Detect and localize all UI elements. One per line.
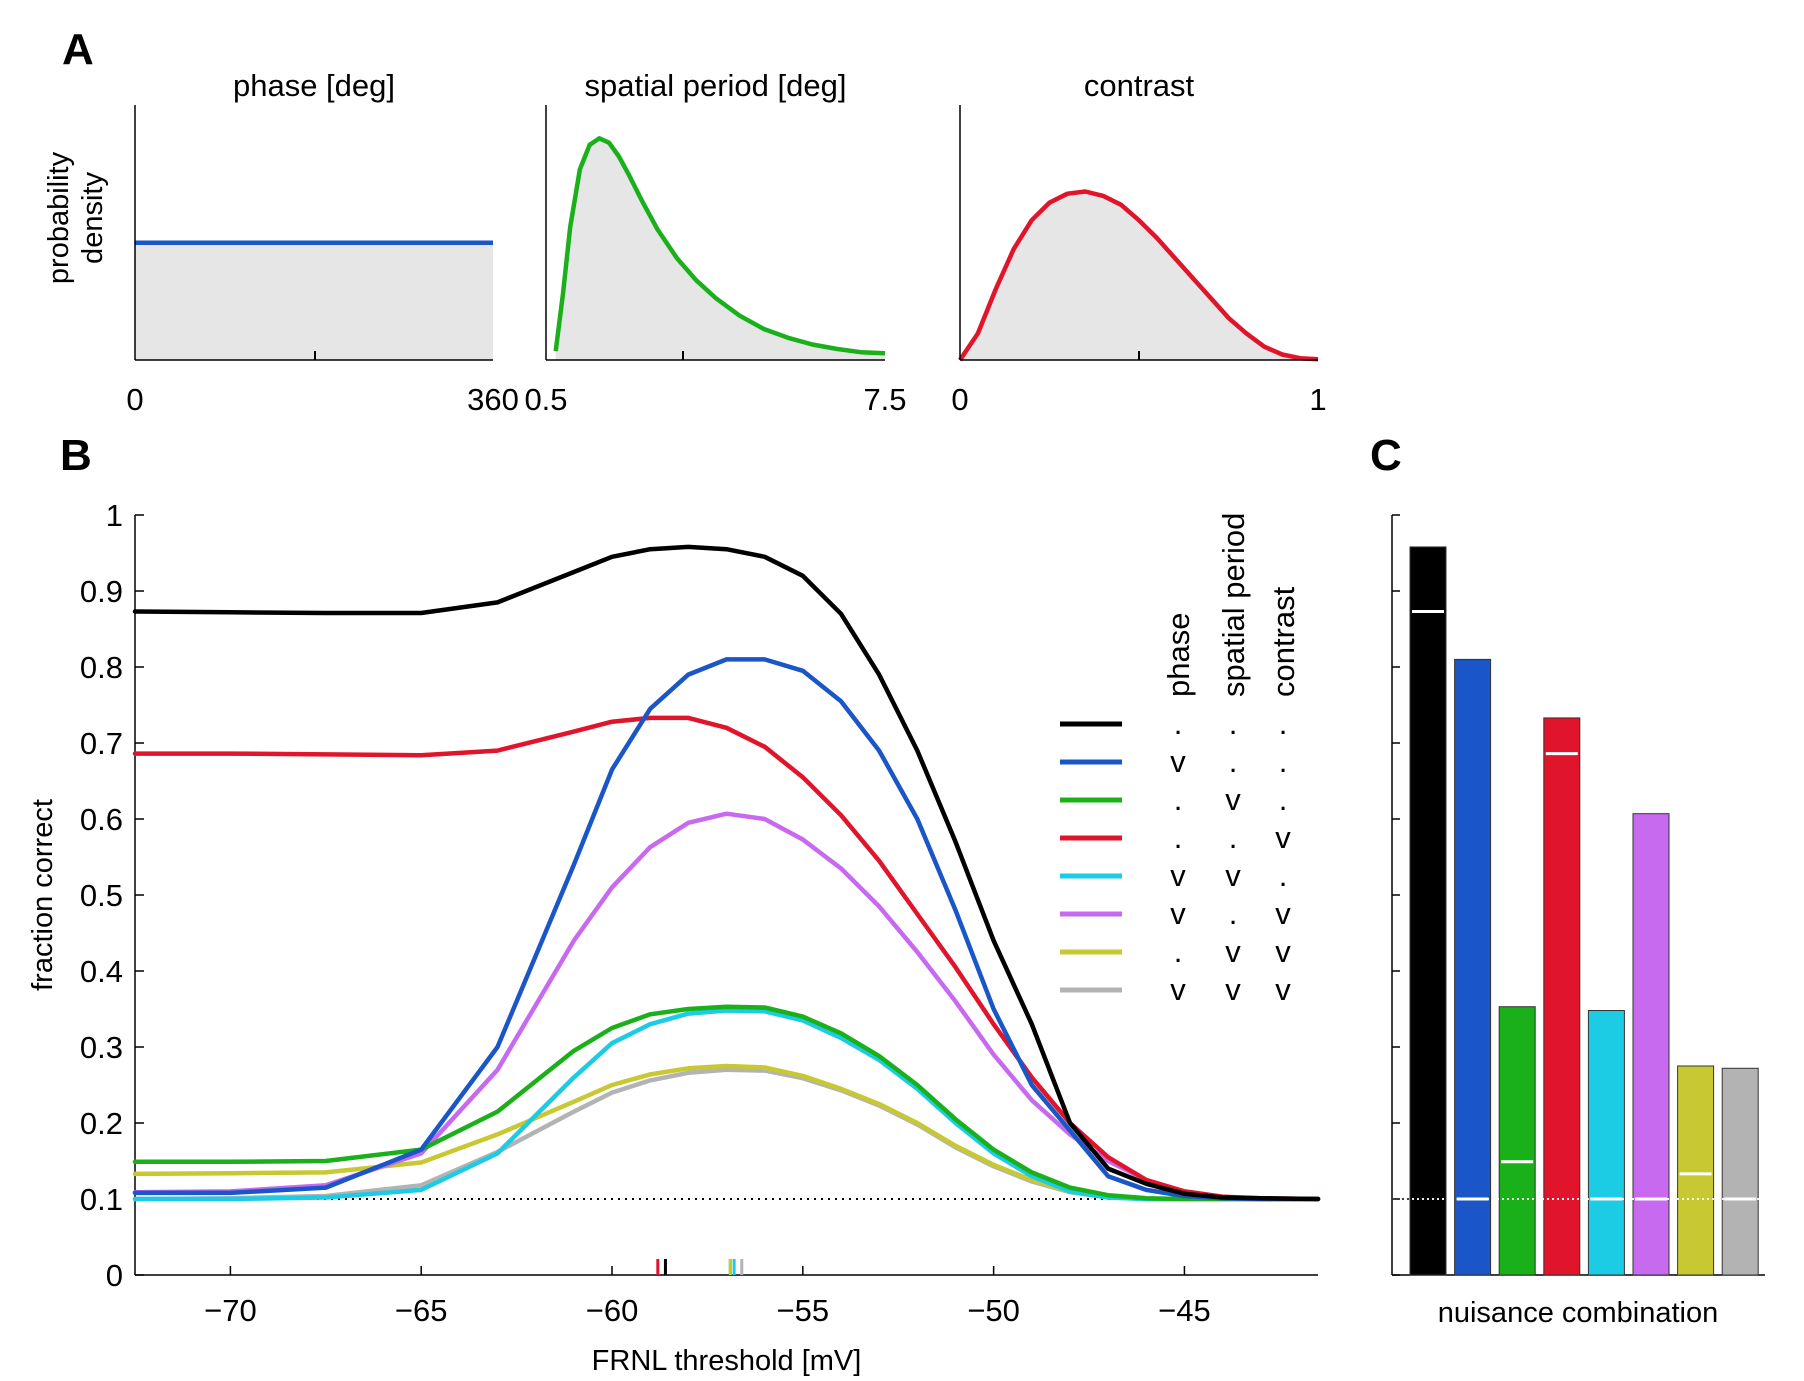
bar-7 xyxy=(1721,1067,1759,1276)
series-line-0 xyxy=(132,544,1321,1202)
x-tick-label: −70 xyxy=(204,1293,257,1328)
bar-2 xyxy=(1498,1006,1536,1276)
x-axis-label: FRNL threshold [mV] xyxy=(592,1345,862,1377)
legend-mark: . xyxy=(1174,934,1183,969)
density-curve-2 xyxy=(958,189,1319,362)
legend-mark: v xyxy=(1275,820,1291,855)
y-tick-label: 0.5 xyxy=(80,878,123,913)
y-tick-label: 0.9 xyxy=(80,574,123,609)
panel-letter-b: B xyxy=(60,431,92,480)
x-tick-label: −65 xyxy=(395,1293,448,1328)
legend-mark: v xyxy=(1275,934,1291,969)
y-axis-label-a: probabilitydensity xyxy=(43,151,109,284)
panel-title-1: spatial period [deg] xyxy=(585,68,847,103)
x-tick-label: −55 xyxy=(777,1293,830,1328)
panel-c-bar-chart: nuisance combination xyxy=(1391,514,1765,1329)
legend-mark: . xyxy=(1229,896,1238,931)
legend-mark: . xyxy=(1279,782,1288,817)
legend-header-0: phase xyxy=(1161,613,1196,697)
y-axis-label: fraction correct xyxy=(27,799,59,991)
bar-0 xyxy=(1409,546,1447,1276)
legend-header-1: spatial period xyxy=(1216,513,1251,697)
y-tick-label: 0.1 xyxy=(80,1182,123,1217)
legend-mark: v xyxy=(1275,896,1291,931)
x-tick-label: −60 xyxy=(586,1293,639,1328)
x-tick-label-min-2: 0 xyxy=(951,382,968,417)
bar-3 xyxy=(1543,717,1581,1276)
legend-mark: v xyxy=(1170,858,1186,893)
x-axis-label: nuisance combination xyxy=(1438,1297,1719,1329)
y-tick-label: 0 xyxy=(106,1258,123,1293)
legend-mark: . xyxy=(1174,706,1183,741)
legend-mark: . xyxy=(1174,820,1183,855)
x-tick-label-max-0: 360 xyxy=(467,382,519,417)
legend-mark: v xyxy=(1170,744,1186,779)
panel-letter-a: A xyxy=(62,25,94,74)
legend-mark: . xyxy=(1229,820,1238,855)
x-tick-label-max-2: 1 xyxy=(1309,382,1326,417)
x-tick-label-min-0: 0 xyxy=(126,382,143,417)
density-area-2 xyxy=(960,191,1318,360)
panel-title-2: contrast xyxy=(1084,68,1195,103)
x-tick-label-max-1: 7.5 xyxy=(863,382,906,417)
panel-letter-c: C xyxy=(1370,431,1402,480)
legend-mark: v xyxy=(1225,934,1241,969)
bar-4 xyxy=(1587,1010,1625,1276)
panel-b-line-chart: 0 0.1 0.2 0.3 0.4 0.5 0.6 0.7 0.8 0.9 1 −70 −65 −60 −5… xyxy=(27,498,1321,1377)
series-line-3 xyxy=(132,715,1321,1202)
density-curve-1 xyxy=(553,136,886,356)
y-tick-label: 1 xyxy=(106,498,123,533)
panel-title-0: phase [deg] xyxy=(233,68,395,103)
x-tick-label: −45 xyxy=(1158,1293,1211,1328)
y-tick-label: 0.8 xyxy=(80,650,123,685)
legend-mark: . xyxy=(1229,744,1238,779)
legend-mark: v xyxy=(1225,782,1241,817)
legend-mark: . xyxy=(1279,858,1288,893)
density-area-0 xyxy=(135,242,493,360)
legend-mark: . xyxy=(1279,706,1288,741)
legend-mark: . xyxy=(1279,744,1288,779)
panel-a: phase [deg] 0 360 spatial period [deg] 0.5 7.… xyxy=(43,68,1327,417)
density-area-1 xyxy=(555,138,885,360)
legend-mark: v xyxy=(1170,896,1186,931)
legend-mark: v xyxy=(1225,858,1241,893)
series-line-2 xyxy=(132,1004,1321,1202)
legend-mark: v xyxy=(1225,972,1241,1007)
legend-header-2: contrast xyxy=(1266,586,1301,697)
x-tick-label-min-1: 0.5 xyxy=(524,382,567,417)
y-tick-label: 0.4 xyxy=(80,954,123,989)
series-line-1 xyxy=(132,657,1321,1202)
y-tick-label: 0.6 xyxy=(80,802,123,837)
legend-mark: . xyxy=(1174,782,1183,817)
x-tick-label: −50 xyxy=(967,1293,1020,1328)
bar-1 xyxy=(1454,658,1492,1276)
y-tick-label: 0.2 xyxy=(80,1106,123,1141)
y-tick-label: 0.3 xyxy=(80,1030,123,1065)
bar-5 xyxy=(1632,813,1670,1276)
bar-6 xyxy=(1677,1065,1715,1276)
y-tick-label: 0.7 xyxy=(80,726,123,761)
legend-mark: v xyxy=(1275,972,1291,1007)
legend-mark: . xyxy=(1229,706,1238,741)
legend-mark: v xyxy=(1170,972,1186,1007)
